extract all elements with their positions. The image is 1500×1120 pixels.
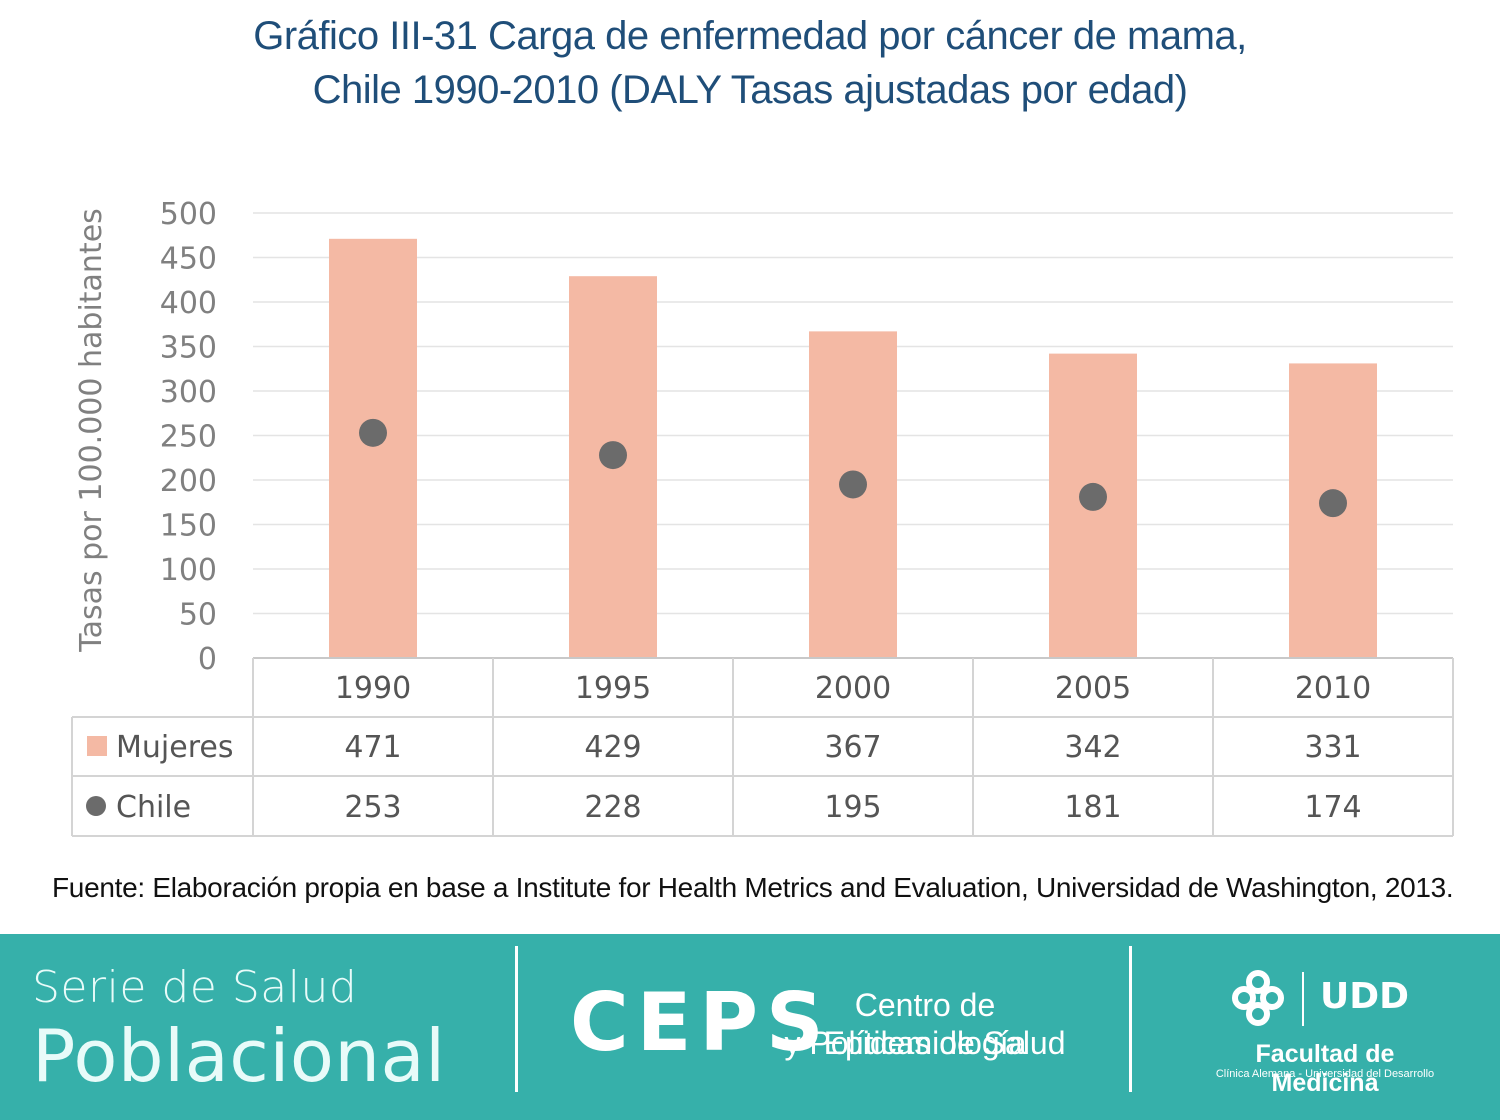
legend-key-mujeres <box>87 736 107 756</box>
udd-logo: UDD <box>1232 970 1409 1026</box>
legend-label-chile: Chile <box>116 790 191 825</box>
footer-divider <box>1129 946 1132 1092</box>
y-tick-label: 300 <box>160 375 217 410</box>
ceps-logo: CEPS <box>570 976 832 1069</box>
ceps-name-line-1: Centro de Epidemiología <box>823 987 1027 1061</box>
table-value-mujeres: 342 <box>1064 730 1121 765</box>
table-value-mujeres: 367 <box>824 730 881 765</box>
y-tick-label: 100 <box>160 553 217 588</box>
chart-title-line-1: Gráfico III-31 Carga de enfermedad por c… <box>253 14 1247 58</box>
table-value-mujeres: 331 <box>1304 730 1361 765</box>
legend-label-mujeres: Mujeres <box>116 730 233 765</box>
y-tick-label: 50 <box>179 598 217 633</box>
point-chile <box>599 441 627 470</box>
table-value-chile: 181 <box>1064 790 1121 825</box>
y-axis-label: Tasas por 100.000 habitantes <box>74 208 109 653</box>
y-tick-label: 350 <box>160 331 217 366</box>
table-value-mujeres: 471 <box>344 730 401 765</box>
y-tick-label: 400 <box>160 286 217 321</box>
footer-divider <box>515 946 518 1092</box>
udd-wordmark: UDD <box>1320 976 1409 1017</box>
point-chile <box>359 418 387 447</box>
point-chile <box>1319 489 1347 518</box>
y-tick-label: 250 <box>160 420 217 455</box>
y-tick-label: 450 <box>160 242 217 277</box>
table-value-chile: 195 <box>824 790 881 825</box>
table-value-chile: 228 <box>584 790 641 825</box>
bar-mujeres <box>329 238 417 658</box>
y-tick-label: 0 <box>198 642 217 677</box>
source-note: Fuente: Elaboración propia en base a Ins… <box>52 872 1454 903</box>
x-tick-label: 2005 <box>1055 671 1131 706</box>
y-tick-label: 500 <box>160 197 217 232</box>
chart-title-line-2: Chile 1990-2010 (DALY Tasas ajustadas po… <box>312 68 1188 112</box>
faculty-subtitle: Clínica Alemana - Universidad del Desarr… <box>1215 1068 1435 1080</box>
x-tick-label: 1995 <box>575 671 651 706</box>
table-value-mujeres: 429 <box>584 730 641 765</box>
x-tick-label: 2010 <box>1295 671 1371 706</box>
faculty-emblem-icon <box>1232 970 1284 1026</box>
series-name-line-1: Serie de Salud <box>32 962 358 1013</box>
table-value-chile: 253 <box>344 790 401 825</box>
faculty-name: Facultad de Medicina <box>1255 1040 1395 1097</box>
chart-area: 0 50 100 150 200 250 300 350 400 450 500 Tasas por … <box>71 197 1454 837</box>
ceps-name-line-2: y Políticas de Salud <box>784 1025 1066 1061</box>
y-tick-label: 200 <box>160 464 217 499</box>
x-tick-label: 1990 <box>335 671 411 706</box>
x-tick-label: 2000 <box>815 671 891 706</box>
y-tick-label: 150 <box>160 509 217 544</box>
point-chile <box>839 470 867 499</box>
point-chile <box>1079 482 1107 511</box>
footer-banner: Serie de Salud Poblacional CEPS Centro d… <box>0 934 1500 1120</box>
table-value-chile: 174 <box>1304 790 1361 825</box>
legend-key-chile <box>86 796 106 816</box>
series-name-line-2: Poblacional <box>32 1014 446 1098</box>
